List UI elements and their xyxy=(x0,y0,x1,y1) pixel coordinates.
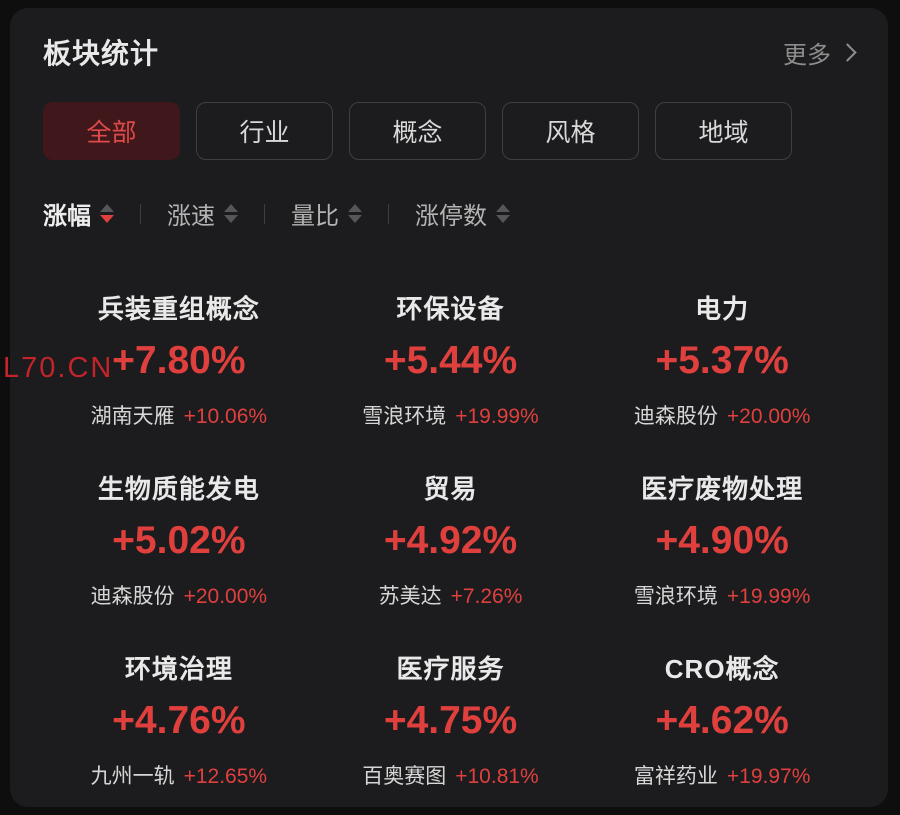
sector-card[interactable]: 医疗废物处理 +4.90% 雪浪环境 +19.99% xyxy=(586,453,858,633)
leading-stock-name: 百奥赛图 xyxy=(362,765,447,788)
leading-stock-change: +19.99% xyxy=(455,405,539,428)
sort-asc-icon xyxy=(496,204,510,212)
sector-card[interactable]: 兵装重组概念 +7.80% 湖南天雁 +10.06% xyxy=(43,273,315,453)
sort-bar: 涨幅 涨速 量比 涨停数 xyxy=(43,196,858,231)
leading-stock-line: 迪森股份 +20.00% xyxy=(43,580,315,610)
sector-grid: 兵装重组概念 +7.80% 湖南天雁 +10.06% 环保设备 +5.44% 雪浪… xyxy=(43,273,858,813)
leading-stock-change: +19.97% xyxy=(726,765,811,788)
leading-stock-name: 迪森股份 xyxy=(633,405,718,428)
sector-card[interactable]: 环保设备 +5.44% 雪浪环境 +19.99% xyxy=(315,273,587,453)
leading-stock-line: 九州一轨 +12.65% xyxy=(43,760,315,790)
sector-change: +7.80% xyxy=(112,339,246,382)
leading-stock-change: +10.81% xyxy=(455,765,539,788)
sort-label: 涨幅 xyxy=(43,203,91,230)
tab-style[interactable]: 风格 xyxy=(502,102,639,160)
leading-stock-line: 富祥药业 +19.97% xyxy=(586,760,858,790)
leading-stock-name: 雪浪环境 xyxy=(633,585,718,608)
sort-asc-icon xyxy=(224,204,238,212)
leading-stock-name: 苏美达 xyxy=(378,585,442,608)
leading-stock-line: 湖南天雁 +10.06% xyxy=(43,400,315,430)
leading-stock-name: 湖南天雁 xyxy=(90,405,175,428)
sort-volume-ratio[interactable]: 量比 xyxy=(291,196,362,231)
panel-header: 板块统计 更多 xyxy=(43,32,858,72)
sector-card[interactable]: 贸易 +4.92% 苏美达 +7.26% xyxy=(315,453,587,633)
tab-label: 全部 xyxy=(86,119,137,147)
sector-name: 兵装重组概念 xyxy=(97,294,260,324)
tab-label: 风格 xyxy=(545,119,596,147)
leading-stock-line: 苏美达 +7.26% xyxy=(315,580,587,610)
category-tabs: 全部 行业 概念 风格 地域 xyxy=(43,102,858,160)
sector-name: 电力 xyxy=(695,294,750,324)
leading-stock-line: 百奥赛图 +10.81% xyxy=(315,760,587,790)
sector-change: +4.62% xyxy=(655,699,789,742)
sort-desc-icon xyxy=(224,215,238,223)
leading-stock-change: +12.65% xyxy=(183,765,268,788)
sort-asc-icon xyxy=(348,204,362,212)
chevron-right-icon xyxy=(838,42,857,62)
more-link[interactable]: 更多 xyxy=(783,35,858,70)
sector-change: +4.76% xyxy=(112,699,246,742)
sort-label: 涨停数 xyxy=(415,203,487,230)
page-title: 板块统计 xyxy=(43,38,160,69)
sector-change: +4.90% xyxy=(655,519,789,562)
tab-label: 行业 xyxy=(239,119,290,147)
sort-arrows xyxy=(496,204,510,223)
tab-label: 概念 xyxy=(392,119,443,147)
leading-stock-change: +19.99% xyxy=(726,585,811,608)
tab-label: 地域 xyxy=(698,119,749,147)
sector-card[interactable]: 医疗服务 +4.75% 百奥赛图 +10.81% xyxy=(315,633,587,813)
sector-name: CRO概念 xyxy=(664,654,780,684)
tab-concept[interactable]: 概念 xyxy=(349,102,486,160)
sector-change: +5.02% xyxy=(112,519,246,562)
tab-all[interactable]: 全部 xyxy=(43,102,180,160)
leading-stock-change: +20.00% xyxy=(183,585,268,608)
leading-stock-name: 九州一轨 xyxy=(90,765,175,788)
sector-change: +5.44% xyxy=(383,339,518,382)
sector-change: +5.37% xyxy=(655,339,789,382)
divider xyxy=(388,203,389,224)
sort-label: 涨速 xyxy=(167,203,215,230)
sector-card[interactable]: CRO概念 +4.62% 富祥药业 +19.97% xyxy=(586,633,858,813)
sector-stats-panel: 板块统计 更多 全部 行业 概念 风格 地域 涨幅 涨速 量比 涨停 xyxy=(10,8,888,807)
sector-change: +4.92% xyxy=(383,519,518,562)
leading-stock-change: +10.06% xyxy=(183,405,268,428)
sector-name: 医疗服务 xyxy=(396,654,505,684)
leading-stock-name: 富祥药业 xyxy=(633,765,718,788)
sector-name: 生物质能发电 xyxy=(97,474,260,504)
sector-card[interactable]: 电力 +5.37% 迪森股份 +20.00% xyxy=(586,273,858,453)
sort-label: 量比 xyxy=(291,203,339,230)
sort-desc-icon xyxy=(348,215,362,223)
leading-stock-line: 迪森股份 +20.00% xyxy=(586,400,858,430)
leading-stock-name: 迪森股份 xyxy=(90,585,175,608)
sort-arrows xyxy=(348,204,362,223)
leading-stock-change: +20.00% xyxy=(726,405,811,428)
more-label: 更多 xyxy=(783,41,831,69)
sector-name: 环保设备 xyxy=(396,294,505,324)
sector-card[interactable]: 生物质能发电 +5.02% 迪森股份 +20.00% xyxy=(43,453,315,633)
leading-stock-line: 雪浪环境 +19.99% xyxy=(586,580,858,610)
sort-asc-icon xyxy=(100,204,114,212)
sector-name: 环境治理 xyxy=(124,654,233,684)
sector-card[interactable]: 环境治理 +4.76% 九州一轨 +12.65% xyxy=(43,633,315,813)
leading-stock-line: 雪浪环境 +19.99% xyxy=(315,400,587,430)
sort-arrows xyxy=(100,204,114,223)
sort-limit-up-count[interactable]: 涨停数 xyxy=(415,196,510,231)
sort-desc-icon xyxy=(100,215,114,223)
sort-change-speed[interactable]: 涨速 xyxy=(167,196,238,231)
leading-stock-name: 雪浪环境 xyxy=(362,405,447,428)
divider xyxy=(140,203,141,224)
sector-change: +4.75% xyxy=(383,699,518,742)
tab-industry[interactable]: 行业 xyxy=(196,102,333,160)
sector-name: 贸易 xyxy=(423,474,478,504)
sort-arrows xyxy=(224,204,238,223)
watermark: L70.CN xyxy=(3,352,114,384)
leading-stock-change: +7.26% xyxy=(450,585,523,608)
divider xyxy=(264,203,265,224)
sector-name: 医疗废物处理 xyxy=(641,474,804,504)
sort-desc-icon xyxy=(496,215,510,223)
sort-change-percent[interactable]: 涨幅 xyxy=(43,196,114,231)
tab-region[interactable]: 地域 xyxy=(655,102,792,160)
